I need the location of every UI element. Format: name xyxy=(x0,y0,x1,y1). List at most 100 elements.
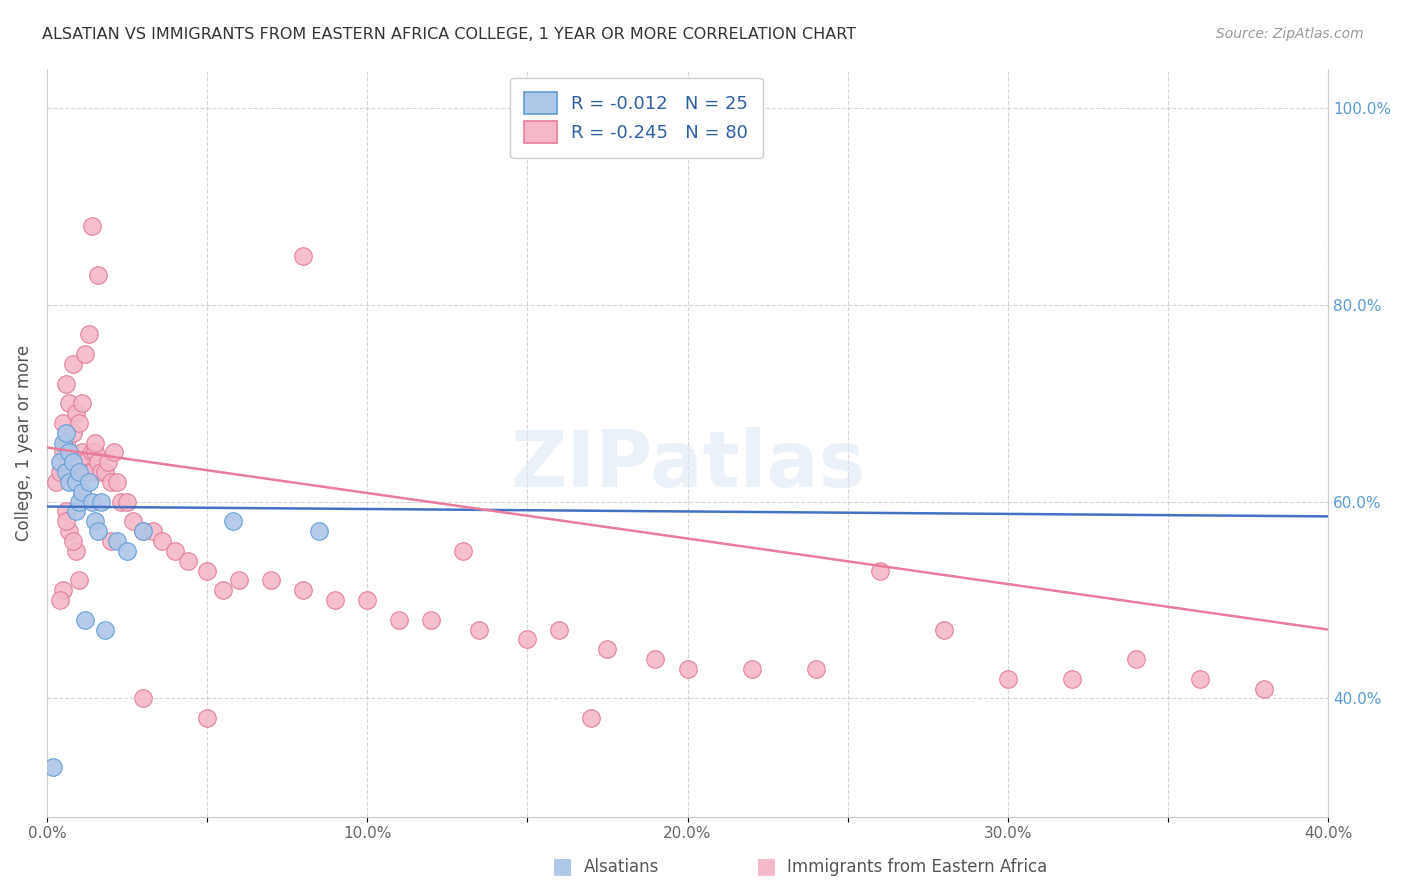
Point xyxy=(45,475,67,489)
Point xyxy=(323,593,346,607)
Point xyxy=(1125,652,1147,666)
Point xyxy=(52,435,75,450)
Point xyxy=(105,533,128,548)
Text: Immigrants from Eastern Africa: Immigrants from Eastern Africa xyxy=(787,858,1047,876)
Point xyxy=(62,455,84,469)
Point xyxy=(741,662,763,676)
Point xyxy=(55,376,77,391)
Point xyxy=(97,455,120,469)
Point xyxy=(84,514,107,528)
Point xyxy=(260,574,283,588)
Point xyxy=(596,642,619,657)
Point xyxy=(228,574,250,588)
Point xyxy=(1188,672,1211,686)
Point xyxy=(90,465,112,479)
Point xyxy=(115,544,138,558)
Point xyxy=(75,455,97,469)
Point xyxy=(90,494,112,508)
Point xyxy=(676,662,699,676)
Point xyxy=(67,494,90,508)
Point xyxy=(55,425,77,440)
Point xyxy=(58,524,80,538)
Point xyxy=(58,475,80,489)
Point xyxy=(67,574,90,588)
Point xyxy=(67,416,90,430)
Point xyxy=(468,623,491,637)
Point xyxy=(65,544,87,558)
Point xyxy=(77,465,100,479)
Point xyxy=(70,484,93,499)
Point xyxy=(163,544,186,558)
Point xyxy=(356,593,378,607)
Point xyxy=(115,494,138,508)
Point xyxy=(65,504,87,518)
Text: ALSATIAN VS IMMIGRANTS FROM EASTERN AFRICA COLLEGE, 1 YEAR OR MORE CORRELATION C: ALSATIAN VS IMMIGRANTS FROM EASTERN AFRI… xyxy=(42,27,856,42)
Text: Source: ZipAtlas.com: Source: ZipAtlas.com xyxy=(1216,27,1364,41)
Point xyxy=(516,632,538,647)
Text: ■: ■ xyxy=(553,856,572,876)
Point xyxy=(52,583,75,598)
Text: ZIPatlas: ZIPatlas xyxy=(510,427,865,503)
Point xyxy=(58,445,80,459)
Point xyxy=(105,475,128,489)
Point xyxy=(70,484,93,499)
Point xyxy=(48,455,70,469)
Legend: R = -0.012   N = 25, R = -0.245   N = 80: R = -0.012 N = 25, R = -0.245 N = 80 xyxy=(510,78,762,158)
Point xyxy=(70,396,93,410)
Point xyxy=(77,327,100,342)
Point xyxy=(292,583,315,598)
Point xyxy=(1253,681,1275,696)
Point xyxy=(84,435,107,450)
Point xyxy=(93,623,115,637)
Point xyxy=(177,554,200,568)
Point xyxy=(308,524,330,538)
Point xyxy=(93,465,115,479)
Point xyxy=(932,623,955,637)
Point xyxy=(48,465,70,479)
Point xyxy=(150,533,173,548)
Point xyxy=(55,435,77,450)
Point xyxy=(132,524,155,538)
Point xyxy=(65,475,87,489)
Point xyxy=(87,268,110,283)
Point xyxy=(122,514,145,528)
Point xyxy=(62,357,84,371)
Point xyxy=(62,533,84,548)
Point xyxy=(84,445,107,459)
Point xyxy=(80,465,103,479)
Point xyxy=(42,760,65,774)
Point xyxy=(58,396,80,410)
Point xyxy=(87,455,110,469)
Point xyxy=(804,662,827,676)
Point xyxy=(65,406,87,420)
Point xyxy=(58,445,80,459)
Point xyxy=(87,524,110,538)
Point xyxy=(195,564,218,578)
Point xyxy=(55,504,77,518)
Point xyxy=(52,445,75,459)
Point xyxy=(132,524,155,538)
Point xyxy=(221,514,243,528)
Point xyxy=(77,475,100,489)
Point xyxy=(80,445,103,459)
Point xyxy=(869,564,891,578)
Point xyxy=(103,445,125,459)
Point xyxy=(581,711,603,725)
Point xyxy=(132,691,155,706)
Point xyxy=(1060,672,1083,686)
Point xyxy=(292,248,315,262)
Point xyxy=(55,514,77,528)
Point xyxy=(548,623,571,637)
Point xyxy=(80,494,103,508)
Point xyxy=(52,416,75,430)
Point xyxy=(55,465,77,479)
Point xyxy=(644,652,666,666)
Point xyxy=(110,494,132,508)
Point xyxy=(388,613,411,627)
Y-axis label: College, 1 year or more: College, 1 year or more xyxy=(15,344,32,541)
Point xyxy=(75,613,97,627)
Point xyxy=(75,347,97,361)
Text: ■: ■ xyxy=(756,856,776,876)
Point xyxy=(67,465,90,479)
Point xyxy=(62,425,84,440)
